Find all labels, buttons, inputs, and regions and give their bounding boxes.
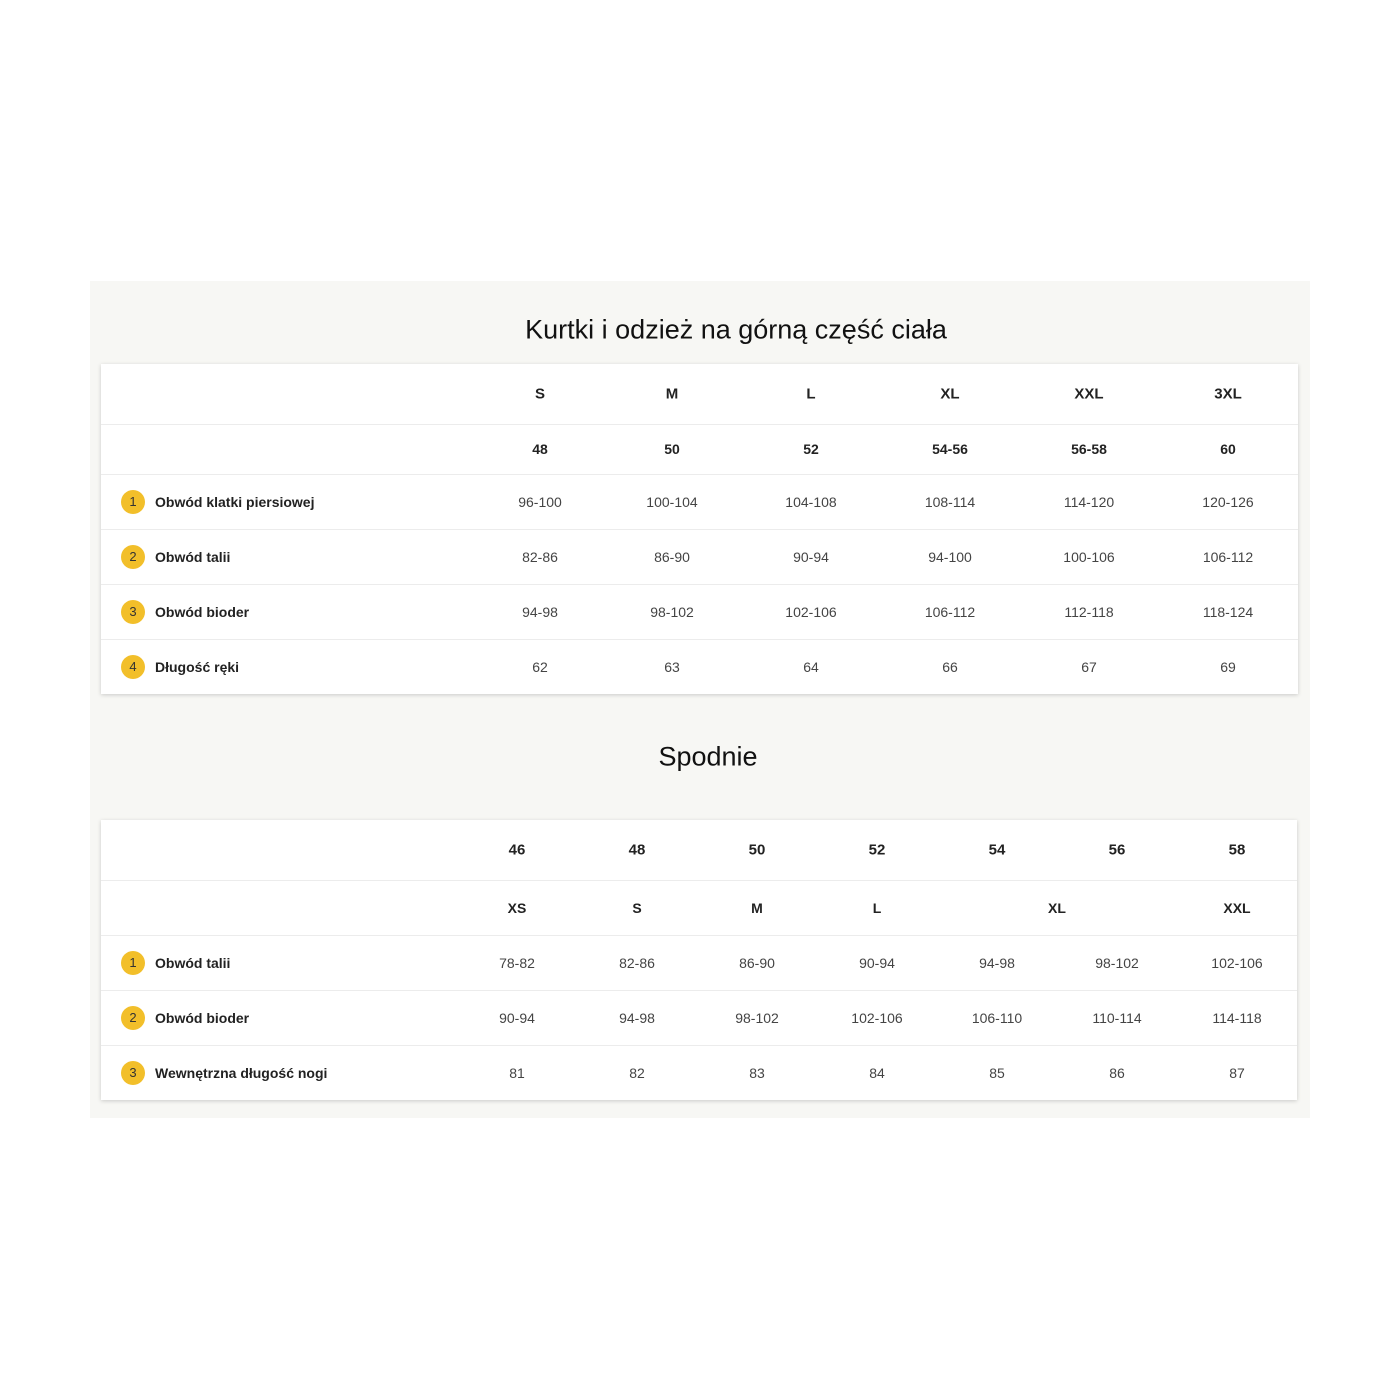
row-label: Wewnętrzna długość nogi (155, 1064, 328, 1081)
size-value: 106-112 (924, 603, 976, 620)
size-value: 104-108 (785, 493, 837, 510)
header-cell: M (751, 899, 763, 916)
header-cell: M (665, 385, 679, 403)
size-table: 46 48 50 52 54 56 58 XS S M L XL XXL 1 Obwód talii 78-8… (101, 820, 1297, 1100)
header-cell: L (806, 385, 816, 403)
header-cell: S (632, 899, 642, 916)
size-value: 94-100 (928, 548, 972, 565)
row-number-badge: 1 (121, 950, 145, 975)
row-divider (101, 584, 1298, 585)
header-cell: 52 (803, 441, 819, 457)
size-value: 100-106 (1063, 548, 1115, 565)
header-cell: 60 (1220, 441, 1236, 457)
size-value: 85 (989, 1064, 1005, 1081)
size-value: 106-112 (1202, 548, 1254, 565)
header-cell: 52 (868, 841, 886, 859)
header-cell: 48 (628, 841, 646, 859)
header-cell: 50 (664, 441, 680, 457)
size-value: 96-100 (518, 493, 562, 510)
size-value: 90-94 (859, 954, 895, 971)
size-value: 86-90 (739, 954, 775, 971)
header-cell: XXL (1223, 899, 1251, 916)
size-value: 78-82 (499, 954, 535, 971)
header-cell: XS (507, 899, 527, 916)
row-label: Obwód bioder (155, 1009, 250, 1026)
row-number-badge: 3 (121, 599, 145, 624)
row-divider (101, 529, 1298, 530)
size-value: 98-102 (1095, 954, 1139, 971)
size-value: 106-110 (971, 1009, 1023, 1026)
size-value: 120-126 (1202, 493, 1254, 510)
table-title: Kurtki i odzież na górną część ciała (525, 314, 947, 345)
header-cell: 58 (1228, 841, 1246, 859)
row-divider (101, 935, 1297, 936)
row-divider (101, 990, 1297, 991)
header-cell: 54-56 (932, 441, 968, 457)
row-divider (101, 639, 1298, 640)
header-cell: 56 (1108, 841, 1126, 859)
size-value: 94-98 (522, 603, 558, 620)
header-cell: S (534, 385, 546, 403)
size-value: 102-106 (1211, 954, 1263, 971)
size-value: 82-86 (619, 954, 655, 971)
header-cell: 54 (988, 841, 1006, 859)
header-cell: 48 (532, 441, 548, 457)
size-value: 81 (509, 1064, 525, 1081)
size-value: 90-94 (793, 548, 829, 565)
row-label: Obwód klatki piersiowej (155, 493, 315, 510)
size-value: 102-106 (785, 603, 837, 620)
header-cell: L (872, 899, 882, 916)
header-cell: XL (940, 385, 960, 403)
header-cell: 3XL (1214, 385, 1242, 403)
size-value: 114-120 (1063, 493, 1115, 510)
row-label: Obwód talii (155, 954, 231, 971)
size-value: 62 (532, 658, 548, 675)
row-label: Długość ręki (155, 658, 240, 675)
size-value: 66 (942, 658, 958, 675)
size-value: 100-104 (646, 493, 698, 510)
size-value: 63 (664, 658, 680, 675)
header-cell: 46 (508, 841, 526, 859)
size-value: 118-124 (1202, 603, 1254, 620)
row-number-badge: 2 (121, 544, 145, 569)
row-divider (101, 880, 1297, 881)
size-table: S M L XL XXL 3XL 48 50 52 54-56 56-58 60 1 Obwód klat… (101, 364, 1298, 694)
size-value: 108-114 (924, 493, 976, 510)
size-value: 102-106 (851, 1009, 903, 1026)
table-title: Spodnie (658, 741, 758, 772)
header-cell: 50 (748, 841, 766, 859)
header-cell: XXL (1074, 385, 1104, 403)
size-value: 112-118 (1064, 603, 1114, 620)
size-value: 94-98 (979, 954, 1015, 971)
row-number-badge: 2 (121, 1005, 145, 1030)
size-value: 82 (629, 1064, 645, 1081)
row-label: Obwód talii (155, 548, 231, 565)
size-value: 110-114 (1092, 1009, 1142, 1026)
size-value: 94-98 (619, 1009, 655, 1026)
row-divider (101, 424, 1298, 425)
row-number-badge: 3 (121, 1060, 145, 1085)
row-number-badge: 4 (121, 654, 145, 679)
header-cell: 56-58 (1071, 441, 1107, 457)
size-value: 86 (1109, 1064, 1125, 1081)
size-value: 86-90 (654, 548, 690, 565)
size-value: 82-86 (522, 548, 558, 565)
row-divider (101, 474, 1298, 475)
size-value: 83 (749, 1064, 765, 1081)
row-number-badge: 1 (121, 489, 145, 514)
size-value: 98-102 (650, 603, 694, 620)
size-value: 84 (869, 1064, 885, 1081)
size-value: 98-102 (735, 1009, 779, 1026)
header-cell: XL (1048, 899, 1066, 916)
size-value: 64 (803, 658, 819, 675)
size-value: 114-118 (1212, 1009, 1262, 1026)
size-value: 67 (1081, 658, 1097, 675)
size-value: 69 (1220, 658, 1236, 675)
row-label: Obwód bioder (155, 603, 250, 620)
size-value: 90-94 (499, 1009, 535, 1026)
row-divider (101, 1045, 1297, 1046)
size-value: 87 (1229, 1064, 1245, 1081)
